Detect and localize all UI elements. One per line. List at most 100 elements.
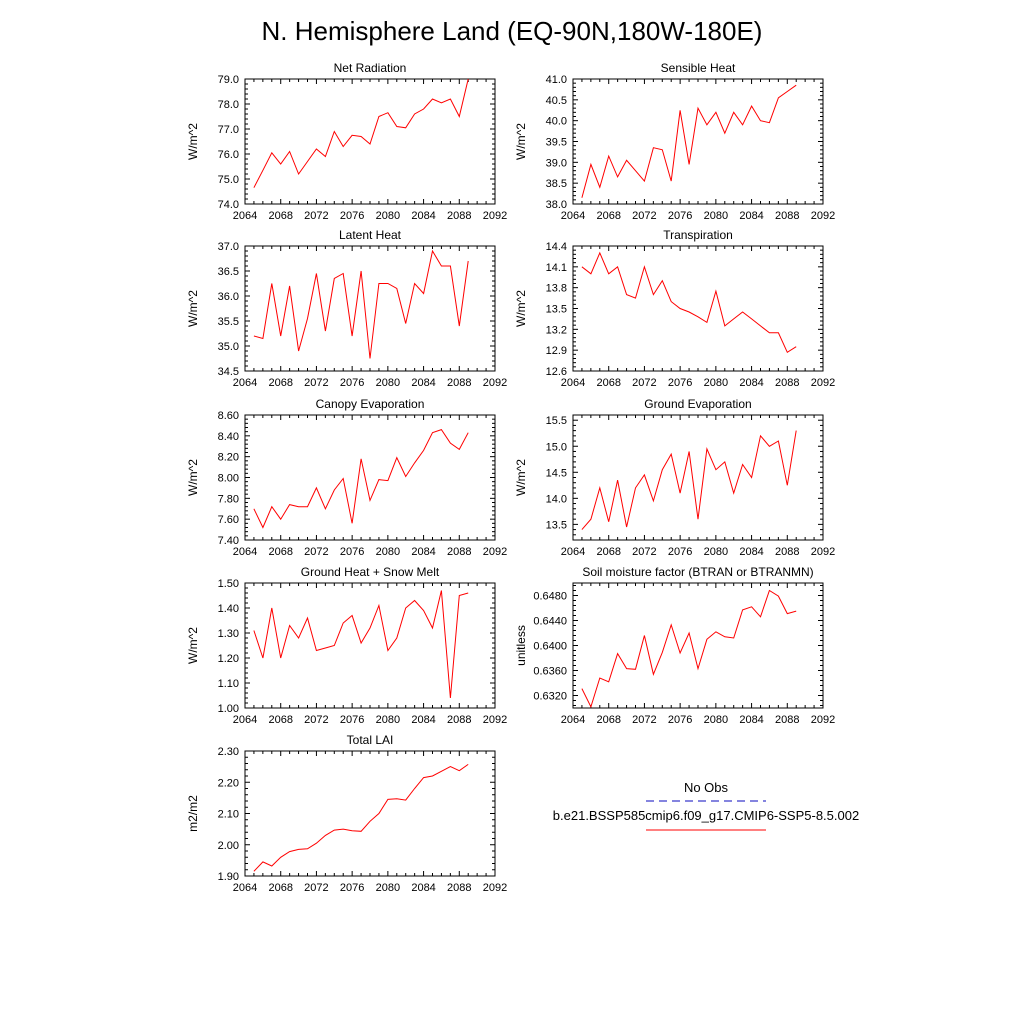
y-tick-label: 2.10 — [218, 809, 239, 821]
page-title: N. Hemisphere Land (EQ-90N,180W-180E) — [262, 16, 763, 46]
y-tick-label: 1.00 — [218, 703, 239, 715]
y-tick-label: 36.5 — [218, 266, 239, 278]
panels: 2064 2068 2072 2076 2080 2084 2088 2092 74.0 75.0… — [186, 61, 835, 894]
series-line — [253, 429, 469, 529]
y-tick-label: 13.5 — [546, 519, 567, 531]
x-tick-label: 2092 — [483, 210, 507, 222]
x-tick-label: 2080 — [376, 377, 400, 389]
x-tick-label: 2088 — [447, 714, 471, 726]
x-tick-label: 2088 — [775, 210, 799, 222]
panel-title: Canopy Evaporation — [316, 397, 425, 411]
y-tick-label: 1.40 — [218, 603, 239, 615]
x-tick-label: 2084 — [411, 210, 435, 222]
y-axis-label: W/m^2 — [186, 459, 200, 496]
chart-panel: 2064 2068 2072 2076 2080 2084 2088 2092 38.0 38.5… — [514, 61, 835, 222]
x-tick-label: 2064 — [561, 210, 585, 222]
x-tick-label: 2076 — [668, 546, 692, 558]
series-line — [253, 763, 469, 872]
y-axis-label: unitless — [514, 625, 528, 666]
x-tick-label: 2088 — [447, 882, 471, 894]
y-tick-label: 36.0 — [218, 291, 239, 303]
x-tick-label: 2064 — [561, 546, 585, 558]
plot-frame — [572, 245, 824, 372]
x-tick-label: 2092 — [811, 377, 835, 389]
x-tick-label: 2068 — [596, 546, 620, 558]
plot-frame — [244, 414, 496, 541]
x-tick-label: 2072 — [304, 882, 328, 894]
y-tick-label: 0.6320 — [533, 691, 567, 703]
x-tick-label: 2072 — [304, 377, 328, 389]
y-tick-label: 8.20 — [218, 452, 239, 464]
plot-frame — [244, 78, 496, 205]
y-tick-label: 74.0 — [218, 199, 239, 211]
x-tick-label: 2068 — [596, 714, 620, 726]
y-tick-label: 35.5 — [218, 316, 239, 328]
x-tick-label: 2080 — [704, 546, 728, 558]
x-tick-label: 2080 — [376, 882, 400, 894]
y-tick-label: 37.0 — [218, 241, 239, 253]
y-axis-label: W/m^2 — [514, 290, 528, 327]
chart-panel: 2064 2068 2072 2076 2080 2084 2088 2092 34.5 35.0… — [186, 228, 507, 389]
y-tick-label: 8.60 — [218, 410, 239, 422]
x-tick-label: 2092 — [811, 210, 835, 222]
y-tick-label: 1.90 — [218, 871, 239, 883]
x-tick-label: 2084 — [411, 882, 435, 894]
x-tick-label: 2088 — [447, 377, 471, 389]
y-tick-label: 14.4 — [546, 241, 567, 253]
x-tick-label: 2072 — [304, 210, 328, 222]
y-tick-label: 41.0 — [546, 74, 567, 86]
panel-title: Total LAI — [347, 733, 394, 747]
y-tick-label: 39.5 — [546, 137, 567, 149]
y-tick-label: 40.0 — [546, 116, 567, 128]
series-line — [253, 249, 469, 359]
x-tick-label: 2064 — [561, 377, 585, 389]
panel-title: Sensible Heat — [661, 61, 736, 75]
y-tick-label: 0.6400 — [533, 641, 567, 653]
y-tick-label: 12.9 — [546, 345, 567, 357]
x-tick-label: 2068 — [268, 546, 292, 558]
y-tick-label: 13.5 — [546, 304, 567, 316]
x-tick-label: 2064 — [233, 546, 257, 558]
x-tick-label: 2088 — [775, 546, 799, 558]
series-line — [581, 251, 797, 354]
y-tick-label: 38.0 — [546, 199, 567, 211]
x-tick-label: 2080 — [376, 210, 400, 222]
chart-panel: 2064 2068 2072 2076 2080 2084 2088 2092 12.6 12.9… — [514, 228, 835, 389]
x-tick-label: 2076 — [340, 714, 364, 726]
y-tick-label: 78.0 — [218, 99, 239, 111]
legend: No Obs b.e21.BSSP585cmip6.f09_g17.CMIP6-… — [553, 780, 859, 831]
y-tick-label: 14.1 — [546, 262, 567, 274]
x-tick-label: 2072 — [304, 714, 328, 726]
legend-obs-label: No Obs — [684, 780, 729, 795]
x-tick-label: 2092 — [811, 546, 835, 558]
y-tick-label: 0.6440 — [533, 616, 567, 628]
y-tick-label: 14.0 — [546, 493, 567, 505]
y-axis-label: m2/m2 — [186, 795, 200, 832]
chart-panel: 2064 2068 2072 2076 2080 2084 2088 2092 7.40 7.60… — [186, 397, 507, 558]
plot-frame — [244, 245, 496, 372]
chart-panel: 2064 2068 2072 2076 2080 2084 2088 2092 0.6320 0.… — [514, 565, 835, 726]
x-tick-label: 2080 — [376, 546, 400, 558]
plot-frame — [572, 582, 824, 709]
x-tick-label: 2064 — [233, 377, 257, 389]
panel-title: Transpiration — [663, 228, 733, 242]
x-tick-label: 2072 — [632, 714, 656, 726]
x-tick-label: 2092 — [483, 882, 507, 894]
y-axis-label: W/m^2 — [186, 123, 200, 160]
y-tick-label: 34.5 — [218, 366, 239, 378]
y-tick-label: 77.0 — [218, 124, 239, 136]
x-tick-label: 2084 — [739, 377, 763, 389]
y-tick-label: 0.6480 — [533, 591, 567, 603]
x-tick-label: 2068 — [268, 377, 292, 389]
chart-panel: 2064 2068 2072 2076 2080 2084 2088 2092 1.90 2.00… — [186, 733, 507, 894]
y-tick-label: 79.0 — [218, 74, 239, 86]
y-tick-label: 7.80 — [218, 493, 239, 505]
panel-title: Ground Evaporation — [644, 397, 751, 411]
x-tick-label: 2068 — [596, 210, 620, 222]
y-tick-label: 0.6360 — [533, 666, 567, 678]
x-tick-label: 2072 — [632, 210, 656, 222]
chart-panel: 2064 2068 2072 2076 2080 2084 2088 2092 1.00 1.10… — [186, 565, 507, 726]
x-tick-label: 2076 — [340, 210, 364, 222]
x-tick-label: 2064 — [233, 714, 257, 726]
x-tick-label: 2068 — [268, 882, 292, 894]
